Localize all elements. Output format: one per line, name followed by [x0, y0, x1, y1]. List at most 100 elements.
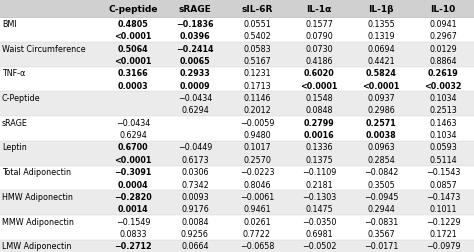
Text: 0.3505: 0.3505: [367, 180, 395, 189]
Text: Leptin: Leptin: [2, 143, 27, 152]
Text: −0.1109: −0.1109: [302, 168, 336, 176]
Text: sRAGE: sRAGE: [179, 5, 211, 14]
Text: −0.1303: −0.1303: [302, 192, 336, 201]
Text: 0.0129: 0.0129: [429, 44, 457, 53]
Text: 0.1577: 0.1577: [305, 20, 333, 29]
Text: −0.0350: −0.0350: [302, 217, 336, 226]
Text: 0.2571: 0.2571: [365, 118, 396, 127]
Text: 0.0014: 0.0014: [118, 204, 148, 213]
Text: 0.4805: 0.4805: [118, 20, 148, 29]
Text: 0.0004: 0.0004: [118, 180, 148, 189]
Text: 0.1011: 0.1011: [429, 204, 457, 213]
Text: Waist Circumference: Waist Circumference: [2, 44, 86, 53]
Text: −0.2820: −0.2820: [114, 192, 152, 201]
Text: 0.1713: 0.1713: [243, 81, 271, 90]
Text: −0.0658: −0.0658: [240, 241, 274, 250]
Text: 0.0963: 0.0963: [367, 143, 395, 152]
Text: <0.0001: <0.0001: [114, 32, 152, 41]
Text: 0.0857: 0.0857: [429, 180, 457, 189]
Text: IL-1β: IL-1β: [368, 5, 394, 14]
Text: HMW Adiponectin: HMW Adiponectin: [2, 192, 73, 201]
Text: 0.9176: 0.9176: [181, 204, 209, 213]
Bar: [0, 104, 474, 117]
Text: <0.0001: <0.0001: [362, 81, 400, 90]
Text: 0.4186: 0.4186: [305, 57, 333, 66]
Text: Total Adiponectin: Total Adiponectin: [2, 168, 71, 176]
Text: 0.1548: 0.1548: [305, 94, 333, 103]
Text: 0.2570: 0.2570: [243, 155, 271, 164]
Text: 0.9480: 0.9480: [243, 131, 271, 140]
Text: 0.0833: 0.0833: [119, 229, 146, 238]
Text: 0.2933: 0.2933: [180, 69, 210, 78]
Text: 0.5114: 0.5114: [429, 155, 457, 164]
Text: −0.0223: −0.0223: [240, 168, 274, 176]
Text: 0.0009: 0.0009: [180, 81, 210, 90]
Text: sIL-6R: sIL-6R: [241, 5, 273, 14]
Text: −0.0171: −0.0171: [364, 241, 398, 250]
Text: 0.1463: 0.1463: [429, 118, 457, 127]
Text: 0.0084: 0.0084: [181, 217, 209, 226]
Text: 0.0093: 0.0093: [181, 192, 209, 201]
Text: 0.1475: 0.1475: [305, 204, 333, 213]
Text: 0.0016: 0.0016: [304, 131, 334, 140]
Text: 0.4421: 0.4421: [367, 57, 395, 66]
Text: 0.0593: 0.0593: [429, 143, 457, 152]
Text: 0.8046: 0.8046: [243, 180, 271, 189]
Text: 0.1721: 0.1721: [429, 229, 457, 238]
Text: MMW Adiponectin: MMW Adiponectin: [2, 217, 74, 226]
Bar: [0, 55, 474, 67]
Text: 0.6294: 0.6294: [119, 131, 147, 140]
Text: LMW Adiponectin: LMW Adiponectin: [2, 241, 72, 250]
Text: −0.3091: −0.3091: [114, 168, 152, 176]
Bar: [0, 203, 474, 215]
Text: 0.1034: 0.1034: [429, 131, 457, 140]
Text: 0.0937: 0.0937: [367, 94, 395, 103]
Text: 0.2799: 0.2799: [303, 118, 334, 127]
Text: 0.2513: 0.2513: [429, 106, 457, 115]
Text: 0.6020: 0.6020: [303, 69, 334, 78]
Text: <0.0001: <0.0001: [114, 57, 152, 66]
Bar: [0, 30, 474, 43]
Text: −0.0449: −0.0449: [178, 143, 212, 152]
Text: −0.1473: −0.1473: [426, 192, 460, 201]
Bar: [0, 178, 474, 191]
Text: IL-10: IL-10: [430, 5, 456, 14]
Text: −0.0502: −0.0502: [302, 241, 336, 250]
Text: 0.0583: 0.0583: [243, 44, 271, 53]
Text: 0.0730: 0.0730: [305, 44, 333, 53]
Bar: [0, 67, 474, 80]
Bar: [0, 0, 474, 18]
Text: −0.0434: −0.0434: [116, 118, 150, 127]
Text: 0.1355: 0.1355: [367, 20, 395, 29]
Text: 0.2181: 0.2181: [305, 180, 333, 189]
Text: IL-1α: IL-1α: [306, 5, 332, 14]
Text: BMI: BMI: [2, 20, 17, 29]
Text: 0.1017: 0.1017: [243, 143, 271, 152]
Text: 0.0551: 0.0551: [243, 20, 271, 29]
Text: C-Peptide: C-Peptide: [2, 94, 41, 103]
Text: 0.2012: 0.2012: [243, 106, 271, 115]
Text: −0.1549: −0.1549: [116, 217, 150, 226]
Text: 0.1336: 0.1336: [305, 143, 333, 152]
Text: 0.2967: 0.2967: [429, 32, 457, 41]
Text: 0.0396: 0.0396: [180, 32, 210, 41]
Text: −0.1229: −0.1229: [426, 217, 460, 226]
Text: 0.0306: 0.0306: [181, 168, 209, 176]
Text: 0.7342: 0.7342: [181, 180, 209, 189]
Text: −0.0979: −0.0979: [426, 241, 460, 250]
Text: 0.2944: 0.2944: [367, 204, 395, 213]
Text: 0.8864: 0.8864: [429, 57, 457, 66]
Text: −0.0061: −0.0061: [240, 192, 274, 201]
Text: −0.2414: −0.2414: [176, 44, 214, 53]
Bar: [0, 166, 474, 178]
Text: 0.2619: 0.2619: [428, 69, 458, 78]
Text: 0.0941: 0.0941: [429, 20, 457, 29]
Text: −0.0059: −0.0059: [240, 118, 274, 127]
Text: 0.2854: 0.2854: [367, 155, 395, 164]
Text: 0.0848: 0.0848: [305, 106, 333, 115]
Text: 0.9256: 0.9256: [181, 229, 209, 238]
Text: −0.0945: −0.0945: [364, 192, 398, 201]
Text: 0.1231: 0.1231: [243, 69, 271, 78]
Text: 0.1146: 0.1146: [243, 94, 271, 103]
Text: 0.0664: 0.0664: [181, 241, 209, 250]
